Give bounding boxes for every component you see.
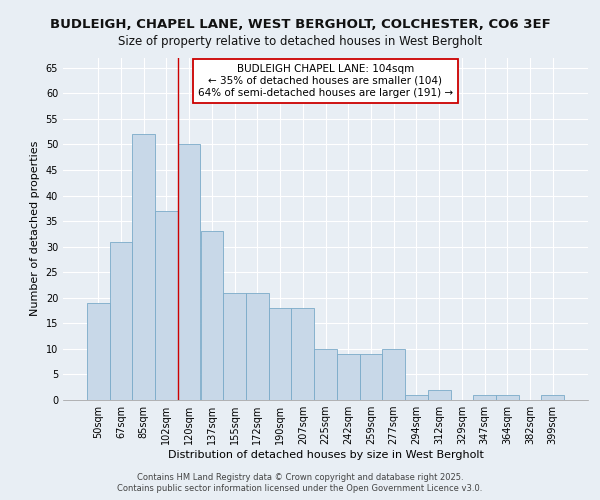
Bar [223,292,246,400]
Bar [87,303,110,400]
X-axis label: Distribution of detached houses by size in West Bergholt: Distribution of detached houses by size … [167,450,484,460]
Y-axis label: Number of detached properties: Number of detached properties [30,141,40,316]
Text: Contains public sector information licensed under the Open Government Licence v3: Contains public sector information licen… [118,484,482,493]
Bar [178,144,200,400]
Bar [314,349,337,400]
Bar [428,390,451,400]
Bar [200,232,223,400]
Bar [110,242,133,400]
Bar [496,395,518,400]
Bar [155,211,178,400]
Bar [359,354,382,400]
Bar [246,292,269,400]
Bar [337,354,359,400]
Bar [473,395,496,400]
Bar [133,134,155,400]
Bar [269,308,292,400]
Bar [405,395,428,400]
Bar [382,349,405,400]
Bar [292,308,314,400]
Text: Size of property relative to detached houses in West Bergholt: Size of property relative to detached ho… [118,35,482,48]
Text: BUDLEIGH CHAPEL LANE: 104sqm
← 35% of detached houses are smaller (104)
64% of s: BUDLEIGH CHAPEL LANE: 104sqm ← 35% of de… [198,64,453,98]
Text: BUDLEIGH, CHAPEL LANE, WEST BERGHOLT, COLCHESTER, CO6 3EF: BUDLEIGH, CHAPEL LANE, WEST BERGHOLT, CO… [50,18,550,30]
Bar [541,395,564,400]
Text: Contains HM Land Registry data © Crown copyright and database right 2025.: Contains HM Land Registry data © Crown c… [137,472,463,482]
